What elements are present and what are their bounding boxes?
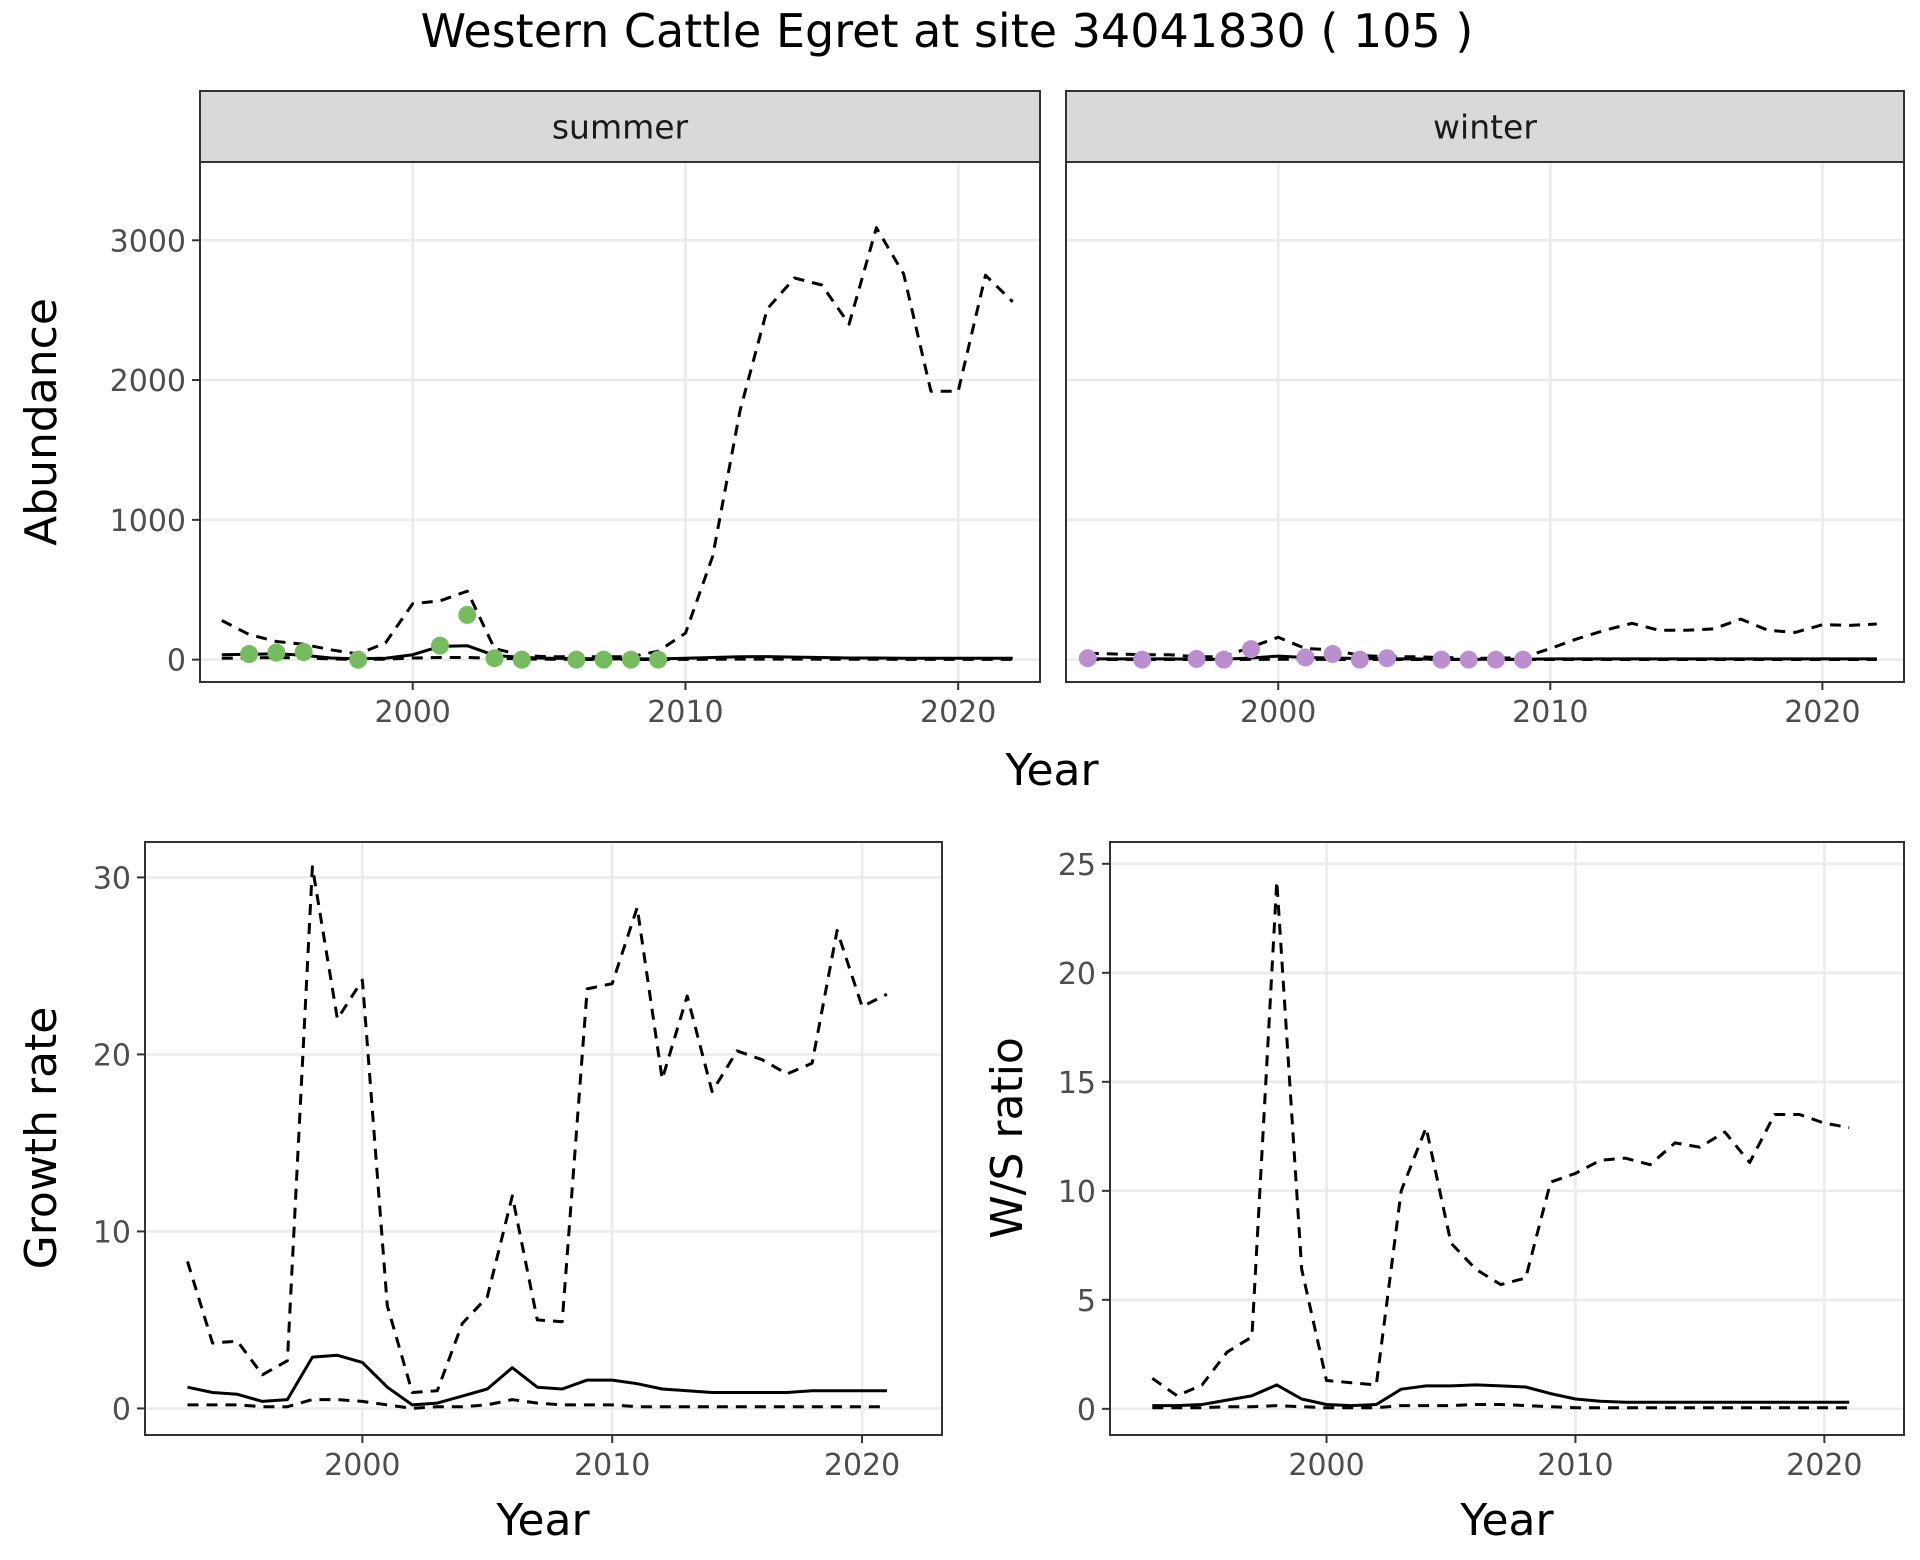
facet-strip-summer	[199, 90, 1041, 163]
abundance-winter-data-point	[1296, 648, 1315, 667]
abundance-summer-data-point	[512, 650, 531, 669]
abundance-summer-y-tick-label: 3000	[110, 224, 186, 259]
abundance-summer-data-point	[485, 649, 504, 668]
abundance-winter-data-point	[1133, 650, 1152, 669]
abundance-y-axis-title: Abundance	[16, 298, 67, 546]
abundance-winter-data-point	[1187, 649, 1206, 668]
abundance-winter-data-point	[1350, 650, 1369, 669]
abundance-summer-data-point	[240, 645, 259, 664]
abundance-summer-y-tick-label: 0	[167, 644, 186, 679]
abundance-winter-x-tick-label: 2020	[1784, 695, 1860, 730]
abundance-summer-data-point	[567, 650, 586, 669]
abundance-winter-data-point	[1459, 650, 1478, 669]
growth-x-axis-title: Year	[495, 1495, 590, 1546]
abundance-summer-x-tick-label: 2020	[920, 695, 996, 730]
abundance-winter-x-tick-label: 2000	[1240, 695, 1316, 730]
abundance-summer-x-tick-label: 2000	[375, 695, 451, 730]
abundance-winter-data-point	[1242, 640, 1261, 659]
growth-panel-y-tick-label: 20	[93, 1038, 131, 1073]
abundance-summer-y-tick-label: 1000	[110, 504, 186, 539]
growth-panel-y-tick-label: 0	[112, 1392, 131, 1427]
abundance-winter-data-point	[1514, 650, 1533, 669]
ws_ratio-panel-y-tick-label: 25	[1058, 848, 1096, 883]
growth-panel-x-tick-label: 2000	[324, 1448, 400, 1483]
abundance-x-axis-title: Year	[1004, 745, 1099, 796]
abundance-winter-data-point	[1078, 649, 1097, 668]
abundance-summer-data-point	[294, 642, 313, 661]
abundance-summer-data-point	[431, 636, 449, 655]
abundance-summer-data-point	[649, 650, 668, 669]
ws_ratio-panel-series-line-2	[1152, 1383, 1850, 1408]
ws_ratio-panel-series-line-1	[1151, 879, 1850, 1398]
abundance-summer-series-line-1	[221, 226, 1014, 659]
abundance-winter-data-point	[1432, 650, 1451, 669]
chart-title: Western Cattle Egret at site 34041830 ( …	[421, 4, 1474, 58]
growth-panel-series-line-1	[186, 865, 888, 1394]
abundance-winter-x-tick-label: 2010	[1512, 695, 1588, 730]
abundance-winter-data-point	[1323, 645, 1342, 664]
abundance-winter-data-point	[1378, 649, 1397, 668]
ws_ratio-panel-y-tick-label: 20	[1058, 957, 1096, 992]
abundance-winter-data-point	[1486, 650, 1505, 669]
growth-panel-y-tick-label: 10	[93, 1215, 131, 1250]
abundance-winter-series-line-1	[1087, 617, 1877, 660]
growth-panel-x-tick-label: 2010	[574, 1448, 650, 1483]
growth-panel-series-line-2	[187, 1353, 887, 1407]
ws-ratio-x-axis-title: Year	[1459, 1495, 1554, 1546]
abundance-winter-data-point	[1214, 650, 1233, 669]
abundance-summer-x-tick-label: 2010	[647, 695, 723, 730]
abundance-summer-data-point	[594, 650, 613, 669]
ws_ratio-panel-y-tick-label: 0	[1077, 1393, 1096, 1428]
facet-strip-winter	[1065, 90, 1905, 163]
abundance-summer-data-point	[621, 650, 640, 669]
growth-panel-series-line-3	[187, 1398, 887, 1410]
abundance-summer-data-point	[458, 605, 477, 624]
ws_ratio-panel-x-tick-label: 2020	[1786, 1448, 1862, 1483]
abundance-summer-data-point	[267, 643, 286, 662]
growth-panel-x-tick-label: 2020	[824, 1448, 900, 1483]
ws-ratio-y-axis-title: W/S ratio	[982, 1037, 1033, 1239]
abundance-summer-data-point	[349, 650, 368, 669]
facet-strip-label-winter: winter	[1433, 108, 1537, 147]
ws_ratio-panel-x-tick-label: 2000	[1288, 1448, 1364, 1483]
ws_ratio-panel-y-tick-label: 10	[1058, 1175, 1096, 1210]
growth-panel-panel-border	[144, 841, 943, 1436]
ws_ratio-panel-x-tick-label: 2010	[1537, 1448, 1613, 1483]
growth-panel-y-tick-label: 30	[93, 861, 131, 896]
ws_ratio-panel-panel-border	[1109, 841, 1905, 1436]
abundance-summer-y-tick-label: 2000	[110, 364, 186, 399]
growth-y-axis-title: Growth rate	[16, 1007, 67, 1270]
ws_ratio-panel-series-line-3	[1152, 1403, 1850, 1410]
facet-strip-label-summer: summer	[552, 108, 689, 147]
ws_ratio-panel-y-tick-label: 15	[1058, 1066, 1096, 1101]
ws_ratio-panel-y-tick-label: 5	[1077, 1284, 1096, 1319]
